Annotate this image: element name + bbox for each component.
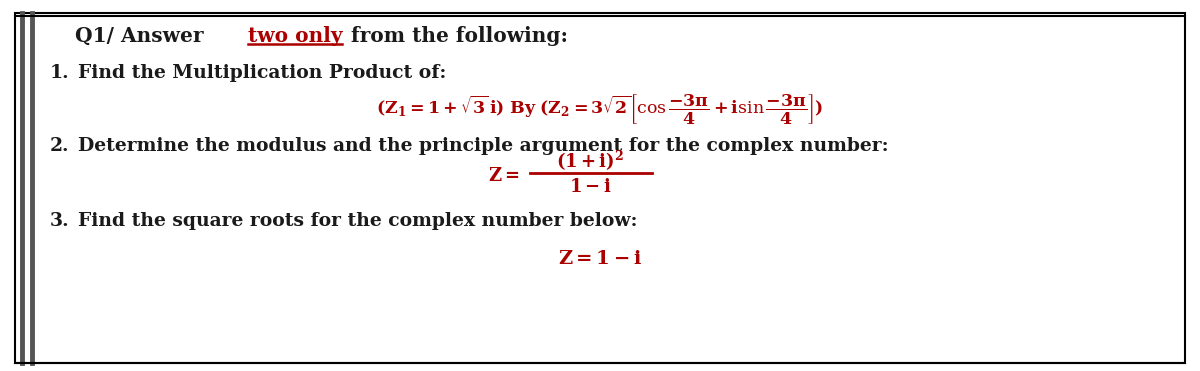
Text: $\mathbf{1 - i}$: $\mathbf{1 - i}$ — [569, 178, 612, 196]
Text: Find the square roots for the complex number below:: Find the square roots for the complex nu… — [78, 212, 637, 230]
Text: $\mathbf{Z =}$: $\mathbf{Z =}$ — [488, 167, 520, 185]
Text: two only: two only — [248, 26, 342, 46]
Text: $\mathbf{Z = 1 - i}$: $\mathbf{Z = 1 - i}$ — [558, 250, 642, 269]
Text: Q1/ Answer: Q1/ Answer — [74, 26, 210, 46]
Text: 3.: 3. — [50, 212, 70, 230]
FancyBboxPatch shape — [14, 13, 1186, 363]
Text: $\mathbf{(1 + i)^2}$: $\mathbf{(1 + i)^2}$ — [556, 149, 624, 173]
Text: from the following:: from the following: — [344, 26, 568, 46]
Text: Determine the modulus and the principle argument for the complex number:: Determine the modulus and the principle … — [78, 137, 889, 155]
Text: $\mathbf{(Z_1 = 1 + \sqrt{3}\,i)\ By\ (Z_2 = 3\sqrt{2}\left[\cos\dfrac{-3\pi}{4}: $\mathbf{(Z_1 = 1 + \sqrt{3}\,i)\ By\ (Z… — [377, 92, 823, 126]
Text: Find the Multiplication Product of:: Find the Multiplication Product of: — [78, 64, 446, 82]
Text: 1.: 1. — [50, 64, 70, 82]
Text: 2.: 2. — [50, 137, 70, 155]
